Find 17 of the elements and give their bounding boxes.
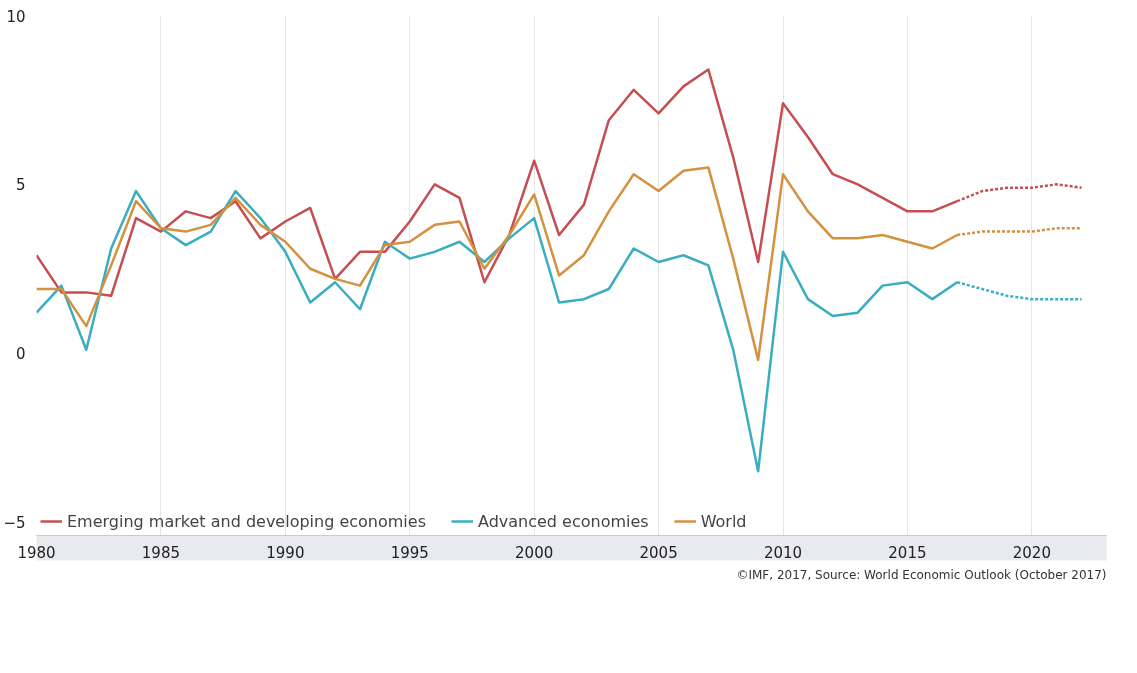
x-tick-label: 1990 [266, 543, 305, 562]
y-tick-label: 0 [15, 345, 26, 364]
x-tick-label: 2000 [515, 543, 554, 562]
x-tick-label: 2010 [763, 543, 803, 562]
x-tick-label: 1995 [390, 543, 429, 562]
x-tick-label: 1985 [141, 543, 181, 562]
x-tick-label: 1980 [17, 543, 56, 562]
x-tick-label: 2020 [1012, 543, 1051, 562]
legend-label: Emerging market and developing economies [67, 511, 426, 531]
legend-label: World [700, 511, 747, 531]
text: ©IMF, 2017, Source: World Economic Outlook (October 2017) [736, 567, 1107, 582]
x-tick-label: 2015 [888, 543, 927, 562]
y-tick-label: −5 [3, 513, 26, 532]
legend-label: Advanced economies [477, 511, 649, 531]
x-tick-label: 2005 [639, 543, 678, 562]
y-tick-label: 5 [15, 176, 26, 195]
y-tick-label: 10 [6, 7, 26, 26]
